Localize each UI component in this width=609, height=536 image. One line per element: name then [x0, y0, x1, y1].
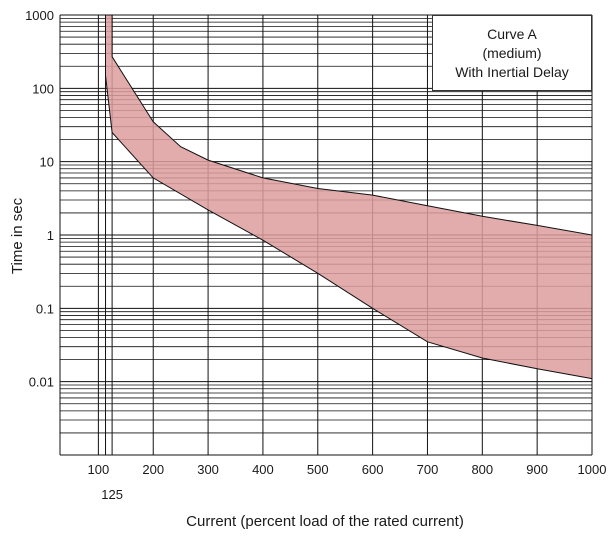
y-tick-label: 100 [32, 81, 54, 96]
x-tick-label: 500 [307, 462, 329, 477]
x-tick-label: 600 [362, 462, 384, 477]
y-tick-label: 10 [40, 155, 54, 170]
trip-curve-band [105, 14, 593, 380]
x-tick-label: 300 [197, 462, 219, 477]
legend-line-3: With Inertial Delay [455, 63, 569, 80]
legend-line-2: (medium) [482, 44, 542, 61]
y-tick-label: 1 [47, 228, 54, 243]
chart-legend: Curve A (medium) With Inertial Delay [432, 15, 592, 91]
x-tick-label: 700 [417, 462, 439, 477]
x-tick-label: 400 [252, 462, 274, 477]
y-axis-title: Time in sec [9, 197, 26, 274]
x-tick-label: 1000 [578, 462, 607, 477]
x-tick-labels: 100 200 300 400 500 600 700 800 900 1000 125 [88, 462, 607, 502]
y-tick-label: 0.1 [36, 301, 54, 316]
x-tick-label: 900 [526, 462, 548, 477]
x-tick-label-125: 125 [101, 487, 123, 502]
y-tick-label: 1000 [25, 8, 54, 23]
x-tick-label: 100 [88, 462, 110, 477]
x-tick-label: 800 [471, 462, 493, 477]
y-tick-label: 0.01 [29, 375, 54, 390]
x-tick-label: 200 [142, 462, 164, 477]
legend-line-1: Curve A [487, 25, 537, 42]
y-tick-labels: 1000 100 10 1 0.1 0.01 [25, 8, 54, 390]
x-axis-title: Current (percent load of the rated curre… [186, 513, 464, 530]
